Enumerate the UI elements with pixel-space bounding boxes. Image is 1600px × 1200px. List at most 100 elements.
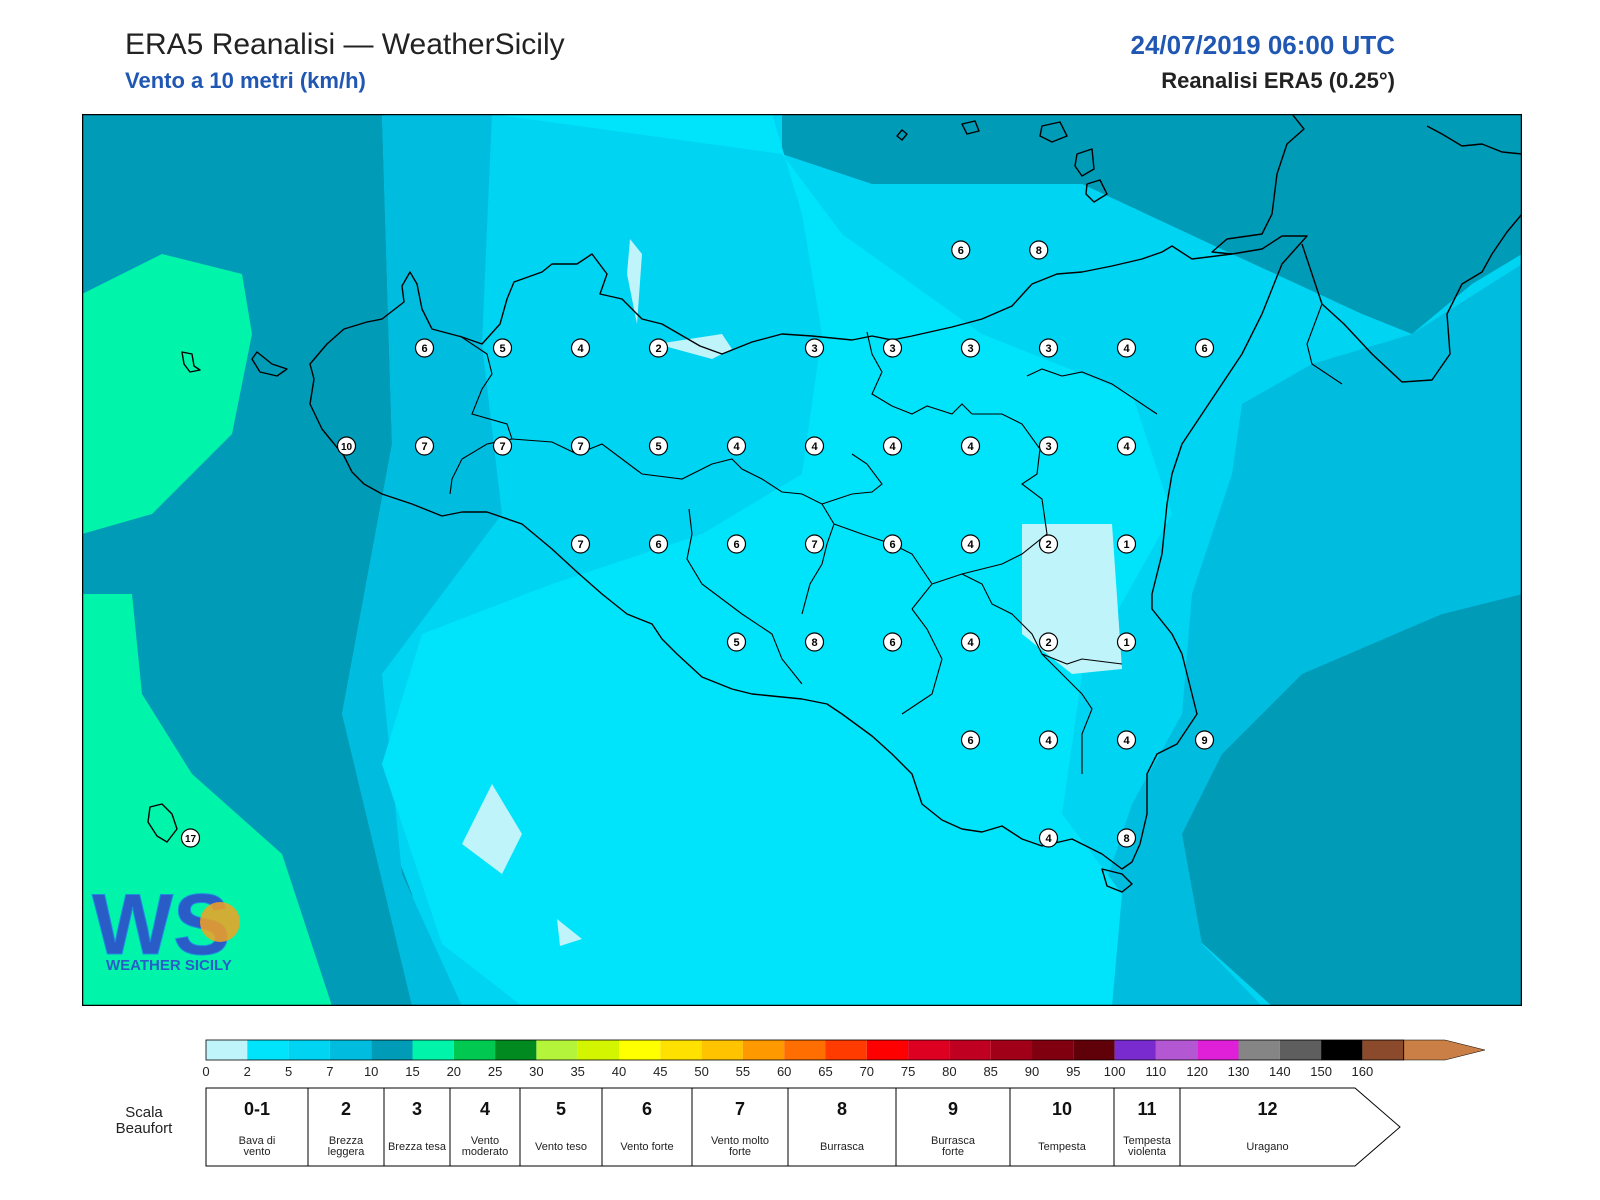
beaufort-label-line2: Beaufort xyxy=(116,1120,174,1137)
station-marker: 7 xyxy=(804,534,825,554)
province-borders xyxy=(449,303,1343,774)
beaufort-level: 8 Burrasca xyxy=(787,1087,897,1167)
station-marker-circle xyxy=(648,534,669,554)
colorbar-tick-label: 35 xyxy=(570,1064,584,1079)
station-marker-circle xyxy=(570,534,591,554)
beaufort-number: 2 xyxy=(341,1099,351,1119)
station-marker-circle xyxy=(1116,730,1137,750)
marettimo-island xyxy=(181,351,201,373)
station-marker: 6 xyxy=(951,240,971,260)
vulcano-island xyxy=(1085,179,1108,203)
border-calabria-internal xyxy=(1306,303,1343,385)
station-marker: 3 xyxy=(960,338,981,358)
colorbar-segment xyxy=(371,1040,413,1060)
beaufort-description: Burrasca xyxy=(820,1141,865,1153)
station-marker-circle xyxy=(1116,338,1137,358)
beaufort-level: 10 Tempesta xyxy=(1009,1087,1115,1167)
station-value: 8 xyxy=(1036,245,1042,257)
colorbar-tick-label: 70 xyxy=(860,1064,874,1079)
station-value: 4 xyxy=(1045,833,1052,845)
wind-fields xyxy=(82,114,1522,1006)
station-markers: 6 8 6 5 4 2 3 3 3 3 4 6 10 7 7 7 5 4 4 4 4 3 4 7 6 6 7 6 4 2 1 5 8 6 4 2 1 6 4… xyxy=(180,240,1215,848)
field-northeast-dark xyxy=(782,114,1522,334)
station-marker: 3 xyxy=(804,338,825,358)
beaufort-description: Tempesta xyxy=(1038,1141,1087,1153)
beaufort-cell xyxy=(895,1087,1011,1167)
malta-island xyxy=(1101,868,1133,893)
station-value: 6 xyxy=(889,637,895,649)
station-marker-circle xyxy=(960,338,981,358)
colorbar-tick-label: 55 xyxy=(736,1064,750,1079)
beaufort-description: Vento forte xyxy=(620,1141,673,1153)
station-marker: 3 xyxy=(1038,338,1059,358)
station-marker: 4 xyxy=(882,436,903,456)
colorbar-segment xyxy=(329,1040,372,1060)
station-marker: 4 xyxy=(1116,436,1137,456)
station-marker-circle xyxy=(726,436,747,456)
station-marker-circle xyxy=(726,534,747,554)
colorbar-tick-label: 150 xyxy=(1310,1064,1332,1079)
station-marker-circle xyxy=(804,632,825,652)
colorbar-tick-label: 5 xyxy=(285,1064,292,1079)
station-marker: 6 xyxy=(726,534,747,554)
station-value: 7 xyxy=(811,539,817,551)
station-marker-circle xyxy=(804,338,825,358)
station-marker-circle xyxy=(414,436,435,456)
station-marker: 7 xyxy=(570,534,591,554)
colorbar-tick-label: 2 xyxy=(244,1064,251,1079)
colorbar-segment xyxy=(825,1040,867,1060)
station-marker-circle xyxy=(804,534,825,554)
station-marker-circle xyxy=(1029,240,1049,260)
map-subtitle: Vento a 10 metri (km/h) xyxy=(125,68,366,93)
station-value: 10 xyxy=(341,442,353,453)
station-marker-circle xyxy=(180,828,201,848)
station-marker-circle xyxy=(570,338,591,358)
beaufort-level: 2 Brezza leggera xyxy=(307,1087,385,1167)
data-source: Reanalisi ERA5 (0.25°) xyxy=(1161,68,1395,93)
colorbar-tick-label: 20 xyxy=(447,1064,461,1079)
station-value: 3 xyxy=(889,343,895,355)
colorbar-tick-label: 15 xyxy=(405,1064,419,1079)
colorbar-ticks: 0 2 5 7 10 15 20 25 30 35 40 45 50 55 60 65 70 75 80 85 90 95… xyxy=(202,1064,1373,1079)
beaufort-label-line1: Scala xyxy=(125,1104,163,1121)
beaufort-scale: 0-1 Bava di vento 2 Brezza leggera 3 Brezza tes… xyxy=(205,1087,1401,1167)
beaufort-description: Bava di vento xyxy=(239,1135,276,1158)
station-marker: 2 xyxy=(648,338,669,358)
station-marker: 1 xyxy=(1116,534,1137,554)
station-value: 3 xyxy=(1045,441,1051,453)
beaufort-level: 11 Tempesta violenta xyxy=(1113,1087,1181,1167)
station-marker: 8 xyxy=(804,632,825,652)
colorbar-segment xyxy=(742,1040,785,1060)
colorbar-tick-label: 100 xyxy=(1104,1064,1126,1079)
beaufort-number: 10 xyxy=(1052,1099,1072,1119)
colorbar-tick-label: 40 xyxy=(612,1064,626,1079)
station-marker: 7 xyxy=(492,436,513,456)
field-east-dark xyxy=(1172,264,1522,1006)
beaufort-number: 7 xyxy=(735,1099,745,1119)
station-marker: 6 xyxy=(882,534,903,554)
station-marker: 4 xyxy=(726,436,747,456)
station-marker: 17 xyxy=(180,828,201,848)
station-marker-circle xyxy=(960,632,981,652)
station-marker: 4 xyxy=(1038,828,1059,848)
station-marker-circle xyxy=(1038,534,1059,554)
colorbar-segment xyxy=(412,1040,454,1060)
station-marker: 4 xyxy=(960,632,981,652)
beaufort-level: 3 Brezza tesa xyxy=(383,1087,451,1167)
station-value: 6 xyxy=(967,735,973,747)
station-marker-circle xyxy=(1038,828,1059,848)
coastlines xyxy=(147,114,1522,893)
station-value: 7 xyxy=(499,441,505,453)
station-marker: 4 xyxy=(960,534,981,554)
station-value: 3 xyxy=(811,343,817,355)
station-marker-circle xyxy=(336,436,357,456)
colorbar-segment xyxy=(660,1040,702,1060)
station-marker: 3 xyxy=(882,338,903,358)
station-value: 2 xyxy=(1045,539,1051,551)
beaufort-level: 0-1 Bava di vento xyxy=(205,1087,309,1167)
beaufort-cell xyxy=(1009,1087,1115,1167)
station-marker: 5 xyxy=(648,436,669,456)
station-marker: 5 xyxy=(492,338,513,358)
beaufort-number: 4 xyxy=(480,1099,490,1119)
colorbar-tick-label: 80 xyxy=(942,1064,956,1079)
